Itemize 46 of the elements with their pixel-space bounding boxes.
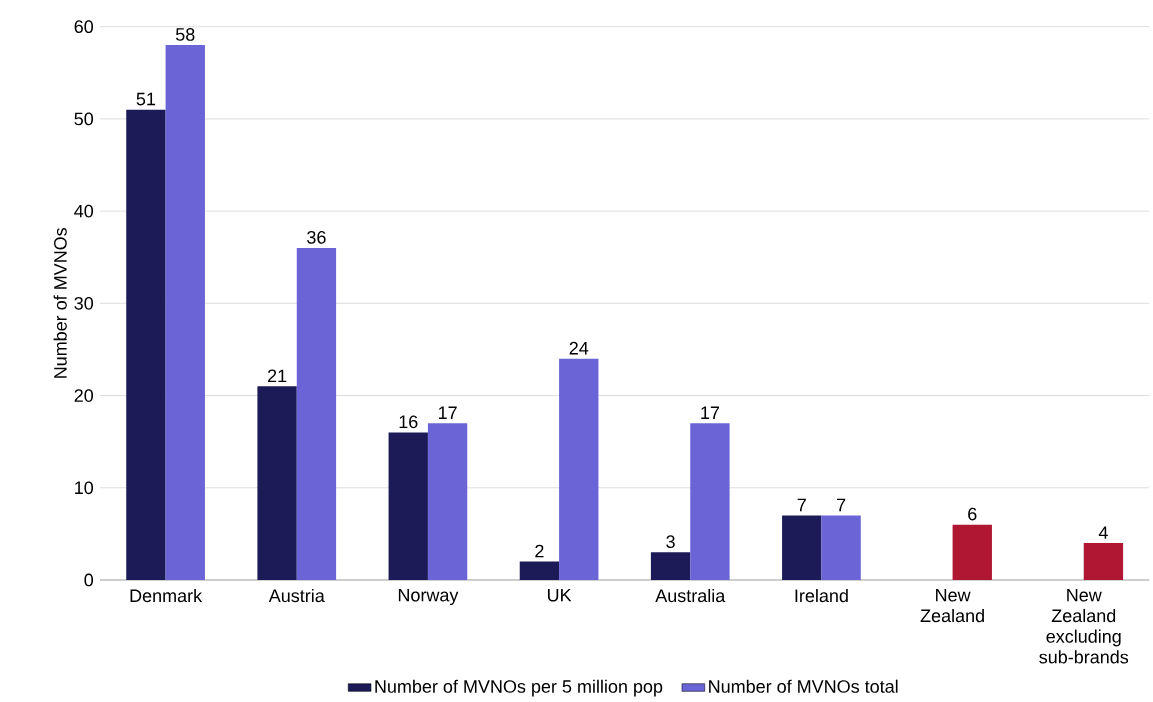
- bar: [427, 423, 468, 580]
- data-label: 36: [307, 230, 326, 244]
- bar: [519, 561, 560, 580]
- bar: [165, 45, 205, 580]
- data-label: 58: [175, 28, 195, 41]
- bar: [821, 515, 861, 580]
- bar: [952, 524, 992, 580]
- bar: [1083, 543, 1124, 580]
- x-tick-label: Australia: [655, 588, 726, 603]
- data-label: 4: [1098, 526, 1108, 539]
- bar: [388, 432, 428, 580]
- x-tick-label: UK: [547, 588, 572, 602]
- x-tick-label: Austria: [268, 588, 325, 603]
- bar: [782, 515, 822, 580]
- data-label: 6: [968, 507, 977, 521]
- y-tick-label: 0: [84, 573, 94, 587]
- data-label: 17: [701, 406, 720, 419]
- bar: [296, 247, 337, 580]
- x-tick-label: New Zealand: [920, 588, 984, 623]
- data-label: 51: [136, 92, 156, 106]
- x-tick-label: New Zealand excluding sub-brands: [1039, 588, 1129, 664]
- y-tick-label: 30: [74, 296, 94, 310]
- x-tick-label: Denmark: [130, 588, 203, 603]
- y-axis-title: Number of MVNOs: [53, 227, 67, 378]
- y-tick-label: 20: [74, 389, 94, 402]
- bar: [257, 386, 297, 580]
- x-tick-label: Ireland: [795, 588, 848, 603]
- y-tick-label: 40: [74, 204, 94, 218]
- data-label: 21: [267, 369, 287, 383]
- legend-label: Number of MVNOs per 5 million pop: [375, 679, 663, 697]
- data-label: 7: [837, 498, 846, 512]
- bar: [126, 109, 166, 580]
- x-tick-label: Norway: [398, 588, 459, 606]
- data-label: 16: [399, 415, 418, 429]
- bar: [650, 552, 691, 580]
- bar: [690, 423, 730, 580]
- data-label: 7: [797, 498, 806, 512]
- bar: [559, 358, 599, 580]
- data-label: 2: [535, 544, 544, 558]
- data-label: 17: [438, 406, 457, 419]
- y-tick-label: 60: [74, 20, 94, 34]
- data-label: 3: [666, 535, 675, 549]
- data-label: 24: [569, 341, 589, 355]
- y-tick-label: 10: [75, 481, 94, 495]
- legend-label: Number of MVNOs total: [709, 679, 898, 693]
- y-tick-label: 50: [74, 112, 94, 126]
